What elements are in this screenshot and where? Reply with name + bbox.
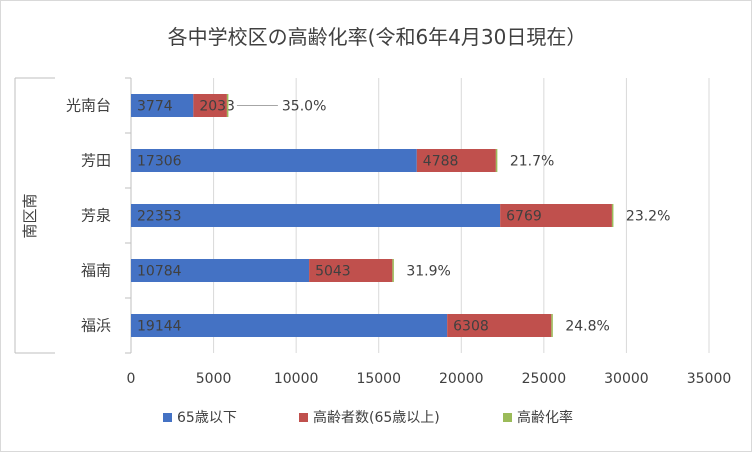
bar-under65: [131, 149, 417, 172]
bar-elderly: [193, 94, 227, 117]
legend-swatch: [163, 413, 172, 422]
category-label: 福浜: [81, 317, 111, 335]
x-tick-label: 35000: [687, 371, 732, 387]
bar-elderly: [309, 259, 393, 282]
data-label-under65: 17306: [137, 154, 182, 170]
bar-rate: [226, 94, 229, 117]
bar-rate: [551, 314, 553, 337]
x-tick-label: 15000: [356, 371, 401, 387]
x-tick-label: 10000: [274, 371, 319, 387]
bar-elderly: [416, 149, 496, 172]
category-label: 福南: [81, 262, 111, 280]
x-tick-label: 20000: [439, 371, 484, 387]
legend-label: 高齢者数(65歳以上): [313, 409, 440, 426]
data-label-under65: 10784: [137, 264, 182, 280]
bar-under65: [131, 314, 448, 337]
data-label-elderly: 2033: [199, 99, 235, 115]
legend-swatch: [299, 413, 308, 422]
bar-rate: [611, 204, 614, 227]
data-label-rate: 31.9%: [406, 264, 450, 280]
legend: 65歳以下 高齢者数(65歳以上) 高齢化率: [163, 409, 573, 426]
x-tick-label: 30000: [604, 371, 649, 387]
data-label-under65: 3774: [137, 99, 173, 115]
x-tick-label: 5000: [196, 371, 232, 387]
chart-title: 各中学校区の高齢化率(令和6年4月30日現在）: [168, 25, 587, 49]
data-label-under65: 22353: [137, 209, 182, 225]
data-label-elderly: 6308: [453, 319, 489, 335]
x-tick-label: 25000: [522, 371, 567, 387]
category-label: 芳田: [81, 152, 111, 170]
bar-under65: [131, 204, 501, 227]
bar-rate: [495, 149, 498, 172]
bar-elderly: [500, 204, 612, 227]
category-label: 芳泉: [81, 207, 111, 225]
data-label-rate: 21.7%: [510, 154, 554, 170]
x-tick-label: 0: [127, 371, 136, 387]
legend-label: 65歳以下: [177, 410, 237, 426]
bar-under65: [131, 94, 194, 117]
bar-elderly: [447, 314, 552, 337]
legend-label: 高齢化率: [517, 409, 573, 426]
data-label-rate: 35.0%: [282, 99, 326, 115]
data-label-rate: 24.8%: [565, 319, 609, 335]
bar-under65: [131, 259, 310, 282]
legend-swatch: [503, 413, 512, 422]
data-label-elderly: 6769: [506, 209, 542, 225]
data-label-elderly: 4788: [423, 154, 459, 170]
data-label-rate: 23.2%: [626, 209, 670, 225]
bar-rate: [392, 259, 394, 282]
data-label-elderly: 5043: [315, 264, 351, 280]
plot-area: 0 5000 10000 15000 20000 25000 30000 35000 光南台 37…: [14, 77, 732, 387]
group-label: 南区南: [21, 193, 39, 238]
data-label-under65: 19144: [137, 319, 182, 335]
category-label: 光南台: [66, 97, 111, 115]
